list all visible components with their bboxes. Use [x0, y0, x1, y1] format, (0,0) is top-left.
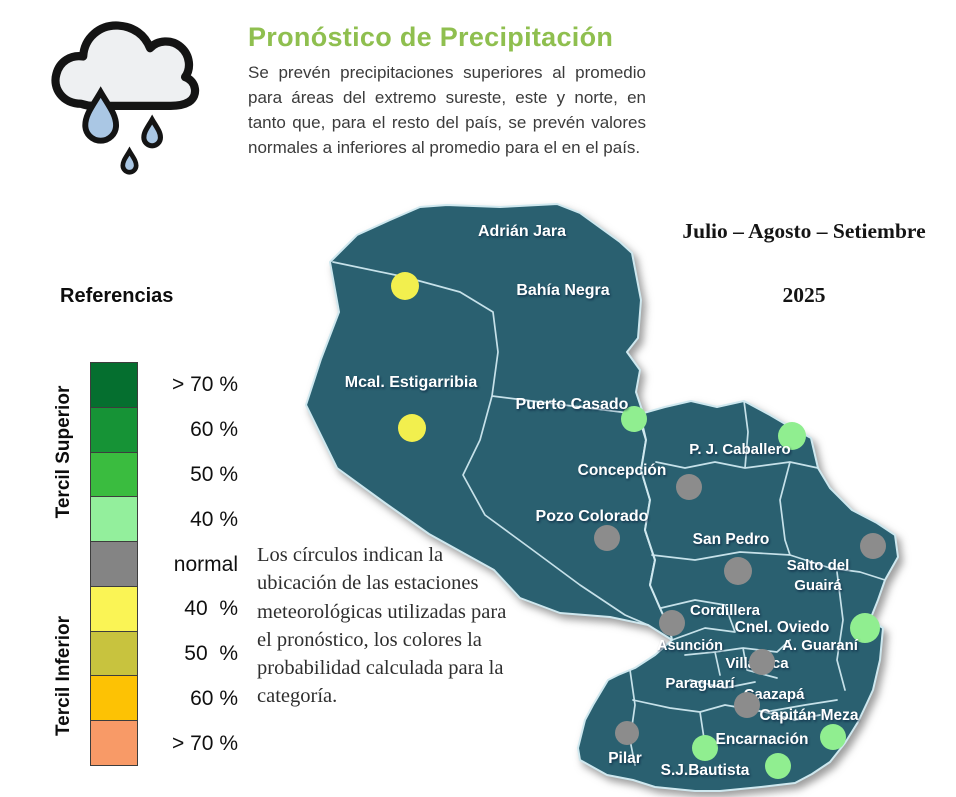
period-months: Julio – Agosto – Setiembre — [682, 219, 926, 243]
station-dot-s-j-bautista — [692, 735, 718, 761]
map-label-salto-del: Salto del — [787, 557, 850, 574]
map-label-concepcion: Concepción — [578, 462, 667, 479]
map-label-bahia-negra: Bahía Negra — [516, 282, 609, 299]
legend-labels: > 70 % 60 % 50 % 40 % normal 40 % 50 % 60 % > 70… — [146, 363, 238, 766]
map-label-paraguari: Paraguarí — [665, 675, 735, 692]
legend-label-1: 60 % — [190, 418, 238, 442]
legend-swatch-inferior-6 — [90, 630, 138, 677]
legend-label-8: > 70 % — [172, 731, 238, 755]
legend-swatch-inferior-5 — [90, 585, 138, 632]
station-dot-encarnacion — [765, 753, 791, 779]
map-label-encarnacion: Encarnación — [715, 731, 808, 748]
map-label-p-j-caballero: P. J. Caballero — [689, 441, 790, 458]
station-dot-adrian-jara — [391, 272, 419, 300]
map-stations — [391, 272, 886, 779]
legend-label-5: 40 % — [184, 597, 238, 621]
station-dot-pozo-colorado — [594, 525, 620, 551]
station-dot-capitan-meza — [820, 724, 846, 750]
rain-cloud-icon — [51, 21, 200, 175]
map-label-guaira: Guairá — [794, 577, 842, 594]
station-dot-a-guarani — [850, 613, 880, 643]
station-dot-asuncion — [659, 610, 685, 636]
chaco-region — [305, 203, 673, 641]
map-label-puerto-casado: Puerto Casado — [516, 396, 629, 413]
station-dot-caazapa — [734, 692, 760, 718]
tercil-inferior-label: Tercil Inferior — [53, 616, 74, 737]
rain-drop-icon — [141, 114, 163, 149]
legend-swatch-superior-2 — [90, 451, 138, 498]
legend-title: Referencias — [60, 285, 174, 307]
station-dot-san-pedro — [724, 557, 752, 585]
legend-label-2: 50 % — [190, 462, 238, 486]
station-dot-salto-del-guaira — [860, 533, 886, 559]
paraguay-map: VillarricaCaazapáS.J.Bautista Adrián Jar… — [305, 203, 899, 792]
legend-swatch-superior-1 — [90, 406, 138, 453]
legend-swatch-inferior-7 — [90, 675, 138, 722]
map-label-pozo-colorado: Pozo Colorado — [536, 508, 649, 525]
map-label-mcal-estigarribia: Mcal. Estigarribia — [345, 374, 478, 391]
rain-drop-icon — [82, 86, 120, 144]
legend-swatch-normal-4 — [90, 541, 138, 587]
cloud-shape — [51, 21, 200, 110]
station-dot-puerto-casado — [621, 406, 647, 432]
map-label-caazapa: Caazapá — [744, 686, 806, 703]
legend-swatch-inferior-8 — [90, 720, 138, 767]
map-label-cordillera: Cordillera — [690, 602, 761, 619]
station-dot-pilar — [615, 721, 639, 745]
eastern-border-lines — [629, 400, 886, 766]
legend-label-4: normal — [173, 552, 238, 576]
station-dot-concepcion — [676, 474, 702, 500]
forecast-description: Se prevén precipitaciones superiores al … — [248, 63, 646, 157]
map-labels-over: Adrián Jara Bahía Negra Mcal. Estigarribia… — [345, 223, 859, 767]
map-label-asuncion: Asunción — [657, 638, 723, 654]
station-dot-mcal-estigarribia — [398, 414, 426, 442]
map-label-cnel-oviedo: Cnel. Oviedo — [735, 619, 830, 636]
tercil-superior-label: Tercil Superior — [53, 385, 74, 519]
map-label-pilar: Pilar — [608, 750, 642, 767]
rain-drop-icon — [120, 146, 139, 175]
station-dot-villarrica — [749, 649, 775, 675]
legend-label-3: 40 % — [190, 507, 238, 531]
map-label-s-j-bautista: S.J.Bautista — [661, 762, 750, 779]
station-dot-p-j-caballero — [778, 422, 806, 450]
department-borders — [332, 261, 886, 766]
legend-swatch-superior-3 — [90, 496, 138, 543]
legend-label-0: > 70 % — [172, 373, 238, 397]
stations-note: Los círculos indican la ubicación de las… — [257, 544, 507, 708]
map-label-san-pedro: San Pedro — [693, 531, 770, 548]
period-year: 2025 — [782, 283, 826, 307]
legend-label-7: 60 % — [190, 686, 238, 710]
map-label-capitan-meza: Capitán Meza — [759, 707, 858, 724]
legend-swatches — [90, 362, 138, 767]
legend-label-6: 50 % — [184, 642, 238, 666]
legend-swatch-superior-0 — [90, 362, 138, 408]
page-title: Pronóstico de Precipitación — [248, 22, 614, 52]
map-label-adrian-jara: Adrián Jara — [478, 223, 566, 240]
map-label-a-guarani: A. Guaraní — [782, 637, 859, 654]
chaco-border-lines — [332, 261, 649, 626]
